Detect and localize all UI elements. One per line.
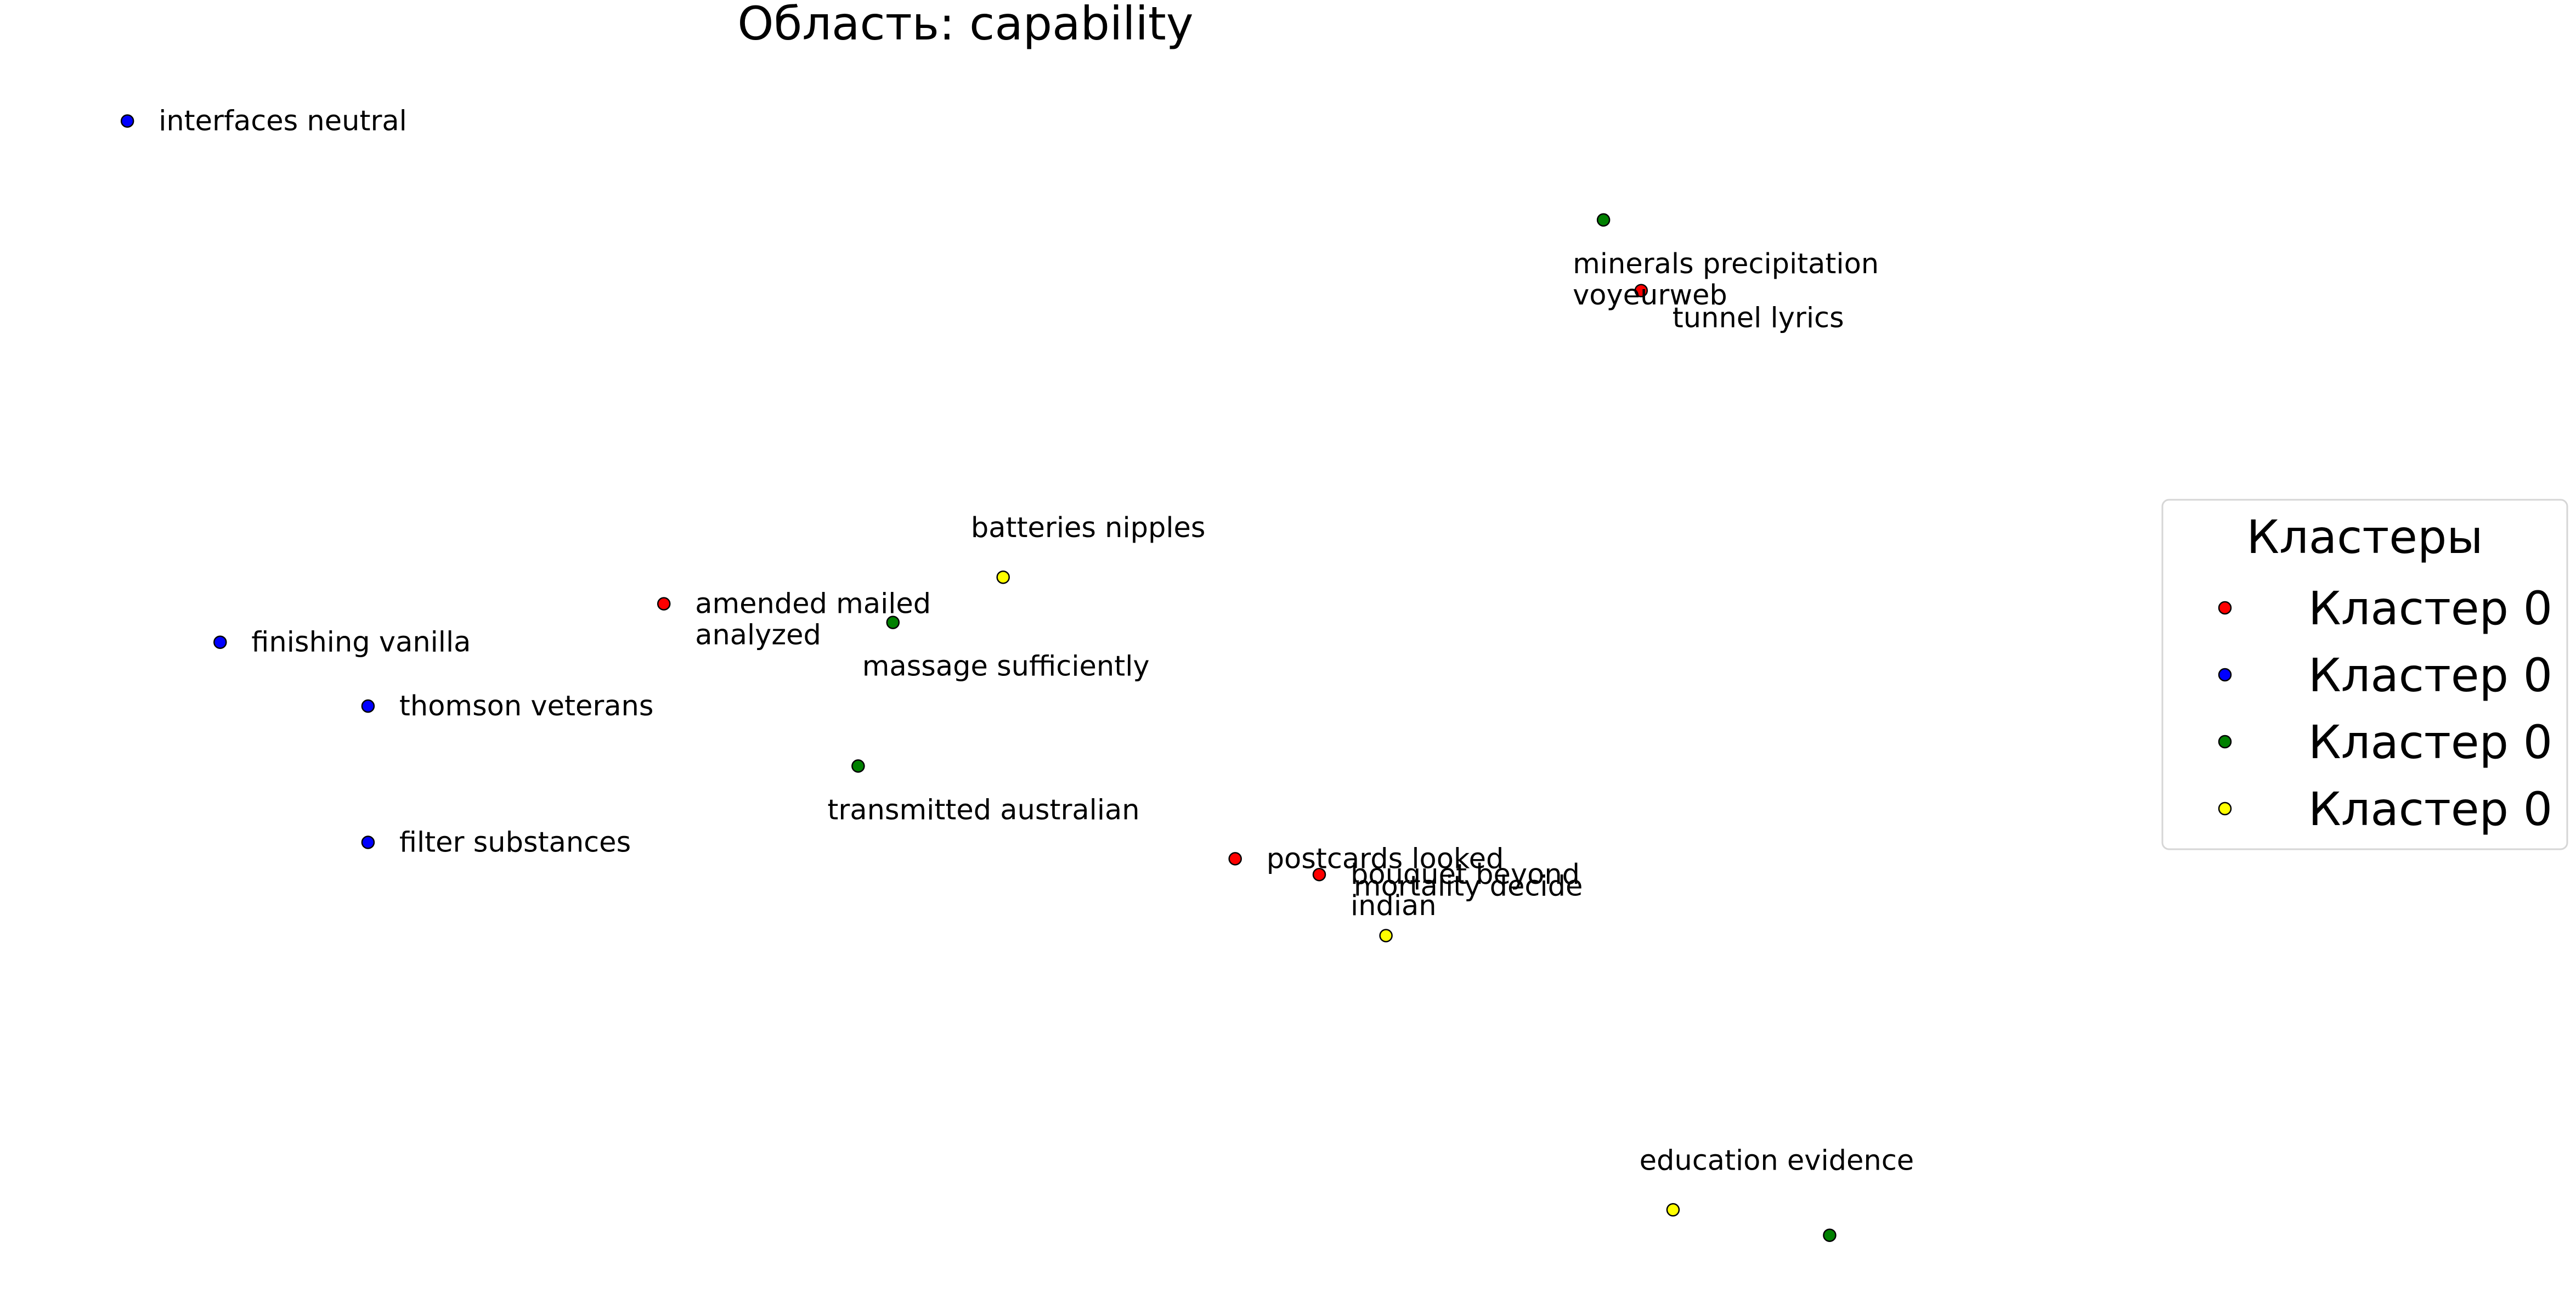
data-point <box>886 616 900 629</box>
data-point <box>1823 1228 1837 1242</box>
data-point <box>361 836 375 849</box>
point-label: thomson veterans <box>399 690 654 722</box>
data-point <box>1379 929 1393 942</box>
data-point <box>1596 213 1611 227</box>
data-point <box>1312 867 1326 882</box>
point-label: postcards looked <box>1267 843 1504 875</box>
data-point <box>1634 284 1648 297</box>
data-point <box>657 597 671 611</box>
point-label: batteries nipples <box>971 512 1206 544</box>
point-label: amended mailed analyzed <box>695 588 931 652</box>
data-point <box>851 759 865 773</box>
legend-entries: Кластер 0 Кластер 0 Кластер 0 Кластер 0 <box>2218 582 2552 836</box>
scatter-points <box>120 114 1837 1242</box>
data-point <box>213 635 227 649</box>
point-labels: tunnel lyrics amended mailed analyzed postc… <box>159 105 1914 1177</box>
legend-label: Кластер 0 <box>2308 782 2552 836</box>
legend-frame <box>2161 499 2568 850</box>
data-point <box>1228 852 1242 866</box>
data-point <box>120 114 134 128</box>
point-label: interfaces neutral <box>159 105 407 138</box>
point-label: minerals precipitation voyeurweb <box>1573 248 1879 312</box>
point-label: bouquet beyond indian <box>1351 859 1580 922</box>
point-label: education evidence <box>1640 1144 1914 1177</box>
point-label: massage sufficiently <box>862 651 1150 683</box>
point-label: transmitted australian <box>827 794 1139 826</box>
point-label: tunnel lyrics <box>1673 302 1844 335</box>
data-point <box>996 570 1010 584</box>
data-point <box>361 699 375 713</box>
legend-marker <box>2218 668 2232 682</box>
legend-marker <box>2218 601 2232 615</box>
legend-title: Кластеры <box>2246 510 2483 564</box>
point-label: finishing vanilla <box>251 626 471 659</box>
chart-title: Область: capability <box>737 0 1193 50</box>
legend-label: Кластер 0 <box>2308 715 2552 769</box>
data-point <box>1666 1203 1680 1217</box>
point-label: mortality decide <box>1354 871 1583 903</box>
point-label: filter substances <box>399 827 631 859</box>
legend-label: Кластер 0 <box>2308 582 2552 635</box>
legend-marker <box>2218 801 2232 816</box>
legend-label: Кластер 0 <box>2308 648 2552 702</box>
legend-marker <box>2218 735 2232 749</box>
